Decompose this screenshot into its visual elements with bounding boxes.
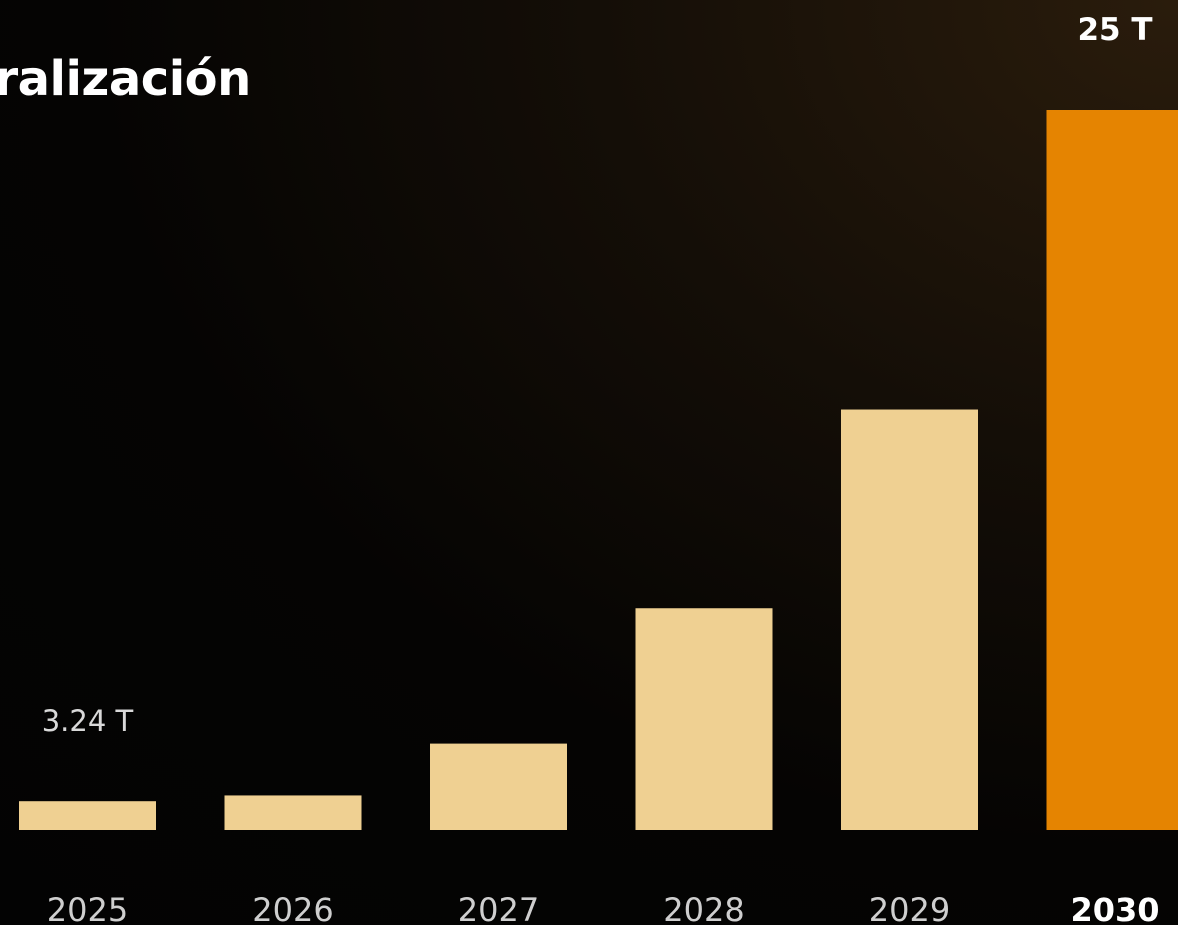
x-tick-label-2026: 2026 bbox=[252, 891, 333, 925]
x-tick-label-2025: 2025 bbox=[47, 891, 128, 925]
bar-2029 bbox=[841, 409, 978, 830]
x-tick-label-2029: 2029 bbox=[869, 891, 950, 925]
bar-2027 bbox=[430, 743, 567, 830]
data-label-2030: 25 T bbox=[1077, 12, 1152, 48]
bar-2026 bbox=[224, 795, 362, 830]
chart-title: tralización bbox=[0, 51, 251, 107]
x-tick-label-2030: 2030 bbox=[1070, 891, 1159, 925]
x-tick-label-2028: 2028 bbox=[663, 891, 744, 925]
data-label-2025: 3.24 T bbox=[42, 704, 134, 738]
bar-2025 bbox=[19, 801, 156, 830]
x-tick-label-2027: 2027 bbox=[458, 891, 539, 925]
bar-2030 bbox=[1046, 110, 1178, 830]
bar-2028 bbox=[635, 608, 773, 830]
